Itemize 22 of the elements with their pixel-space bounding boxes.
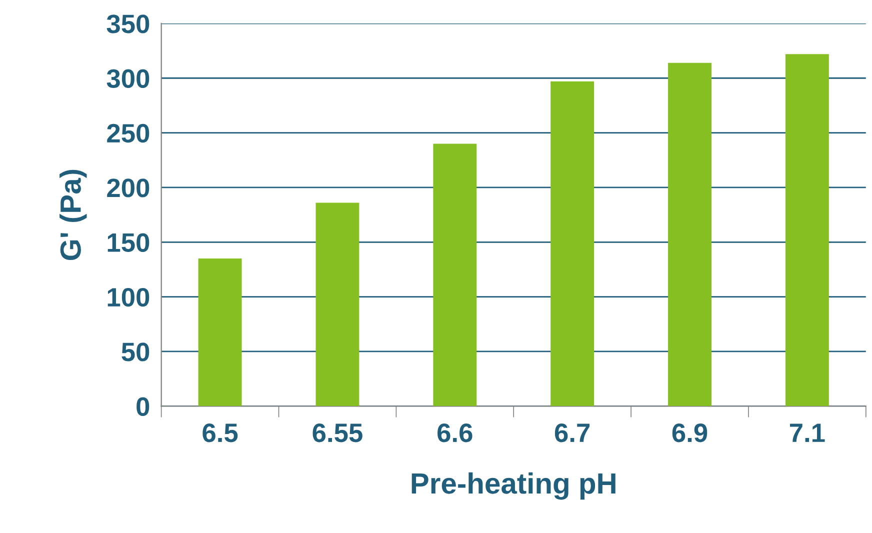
bar xyxy=(668,62,712,406)
y-tick-label: 350 xyxy=(106,14,150,34)
x-tick-label: 6.55 xyxy=(312,424,362,442)
x-tick-label: 6.5 xyxy=(202,424,238,442)
x-tick-label: 6.6 xyxy=(438,424,472,442)
y-tick-label: 250 xyxy=(107,124,150,143)
x-axis-title: Pre-heating pH xyxy=(412,472,616,500)
bar xyxy=(316,202,360,406)
y-axis-title: G' (Pa) xyxy=(60,170,87,260)
y-tick-label: 150 xyxy=(108,233,150,252)
y-tick-label: 200 xyxy=(107,178,150,198)
bar xyxy=(433,144,477,406)
x-tick-label: 6.9 xyxy=(672,424,708,442)
x-tick-label: 6.7 xyxy=(554,424,590,442)
y-tick-label: 0 xyxy=(136,397,150,416)
bar xyxy=(550,81,594,406)
x-tick-label: 7.1 xyxy=(790,424,825,442)
y-tick-label: 300 xyxy=(106,69,150,88)
bar xyxy=(198,258,242,406)
bar xyxy=(785,54,829,406)
y-tick-label: 100 xyxy=(108,288,150,307)
y-tick-label: 50 xyxy=(122,342,150,362)
